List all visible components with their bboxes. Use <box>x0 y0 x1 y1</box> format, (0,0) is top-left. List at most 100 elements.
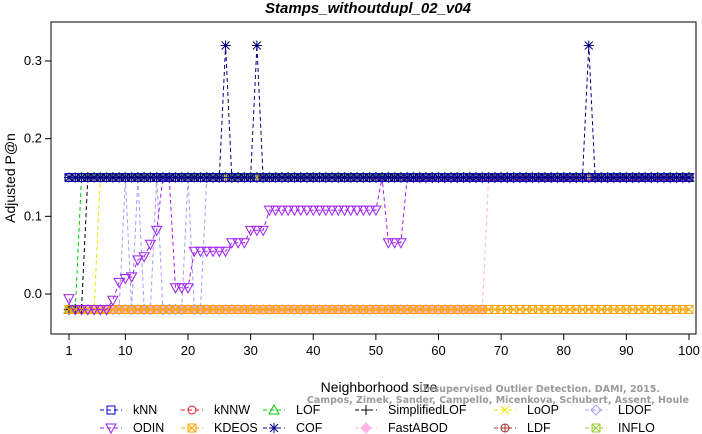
data-point <box>646 172 657 183</box>
series-lof <box>63 171 695 315</box>
series-odin <box>63 173 695 316</box>
legend-item-simplifiedlof: SimplifiedLOF <box>355 403 467 417</box>
data-point <box>194 303 207 316</box>
y-tick-label: 0.3 <box>24 53 42 68</box>
series-kdeos <box>64 305 694 315</box>
data-point <box>583 40 594 51</box>
data-point <box>502 172 513 183</box>
data-point <box>282 205 295 217</box>
data-point <box>333 172 344 183</box>
data-point <box>514 172 525 183</box>
x-tick-label: 70 <box>494 343 508 358</box>
data-point <box>489 172 500 183</box>
data-point <box>496 172 507 183</box>
data-point <box>361 405 371 415</box>
data-point <box>395 238 407 249</box>
data-point <box>270 172 281 183</box>
series-simplifiedlof <box>64 172 694 315</box>
data-point <box>106 295 119 307</box>
data-point <box>295 172 306 183</box>
data-point <box>126 172 137 183</box>
data-point <box>402 172 413 183</box>
data-point <box>452 172 463 183</box>
data-point <box>558 172 569 183</box>
legend-label: kNNW <box>214 403 250 417</box>
series-loop <box>64 173 694 314</box>
data-point <box>621 172 632 183</box>
data-point <box>571 172 582 183</box>
data-point <box>189 172 200 183</box>
data-point <box>82 172 93 183</box>
data-point <box>377 172 388 183</box>
y-axis-label: Adjusted P@n <box>2 133 18 223</box>
data-point <box>245 172 256 183</box>
legend-item-odin: ODIN <box>100 421 164 434</box>
data-point <box>338 205 351 217</box>
data-point <box>370 172 381 183</box>
series-layer <box>63 40 695 316</box>
data-point <box>169 283 182 294</box>
data-point <box>100 305 113 316</box>
data-point <box>244 225 257 237</box>
x-tick-label: 10 <box>118 343 132 358</box>
data-point <box>263 205 276 217</box>
x-tick-label: 1 <box>65 343 72 358</box>
data-point <box>658 172 669 183</box>
data-point <box>132 255 144 266</box>
data-point <box>258 172 269 183</box>
data-point <box>539 172 550 183</box>
data-point <box>464 172 475 183</box>
series-cof <box>64 40 694 183</box>
x-tick-label: 50 <box>369 343 383 358</box>
data-point <box>188 246 201 258</box>
data-point <box>326 205 338 217</box>
data-point <box>175 283 188 294</box>
data-point <box>294 205 307 217</box>
data-point <box>119 273 132 285</box>
data-point <box>439 172 450 183</box>
chart-title: Stamps_withoutdupl_02_v04 <box>265 0 472 17</box>
data-point <box>214 172 225 183</box>
data-point <box>208 172 219 183</box>
x-tick-label: 80 <box>557 343 571 358</box>
data-point <box>591 423 601 433</box>
data-point <box>276 205 288 217</box>
data-point <box>75 305 88 316</box>
legend-item-ldof: LDOF <box>585 403 652 417</box>
data-point <box>219 246 232 258</box>
legend-label: SimplifiedLOF <box>388 403 467 417</box>
legend-label: COF <box>296 421 323 434</box>
data-point <box>684 172 694 183</box>
series-line <box>69 45 689 178</box>
data-point <box>608 172 619 183</box>
legend: kNN kNNW LOF SimplifiedLOF LoOP LDOF ODIN KDEOS… <box>100 403 655 434</box>
legend-label: KDEOS <box>214 421 258 434</box>
data-point <box>238 238 251 249</box>
data-point <box>257 225 269 237</box>
legend-item-kdeos: KDEOS <box>181 421 258 434</box>
data-point <box>414 172 425 183</box>
data-point <box>269 205 282 217</box>
data-point <box>313 205 326 217</box>
data-point <box>533 172 544 183</box>
data-point <box>151 172 162 183</box>
data-point <box>483 172 494 183</box>
data-point <box>427 172 438 183</box>
data-point <box>370 205 382 217</box>
data-point <box>144 239 157 251</box>
data-point <box>251 225 263 237</box>
data-point <box>358 172 369 183</box>
data-point <box>264 172 275 183</box>
data-point <box>395 172 406 183</box>
data-point <box>546 172 557 183</box>
data-point <box>652 172 663 183</box>
data-point <box>226 172 237 183</box>
data-point <box>665 172 676 183</box>
data-point <box>319 205 332 217</box>
legend-label: LoOP <box>527 403 559 417</box>
data-point <box>420 172 431 183</box>
data-point <box>345 172 356 183</box>
data-point <box>220 40 231 51</box>
data-point <box>501 424 509 432</box>
